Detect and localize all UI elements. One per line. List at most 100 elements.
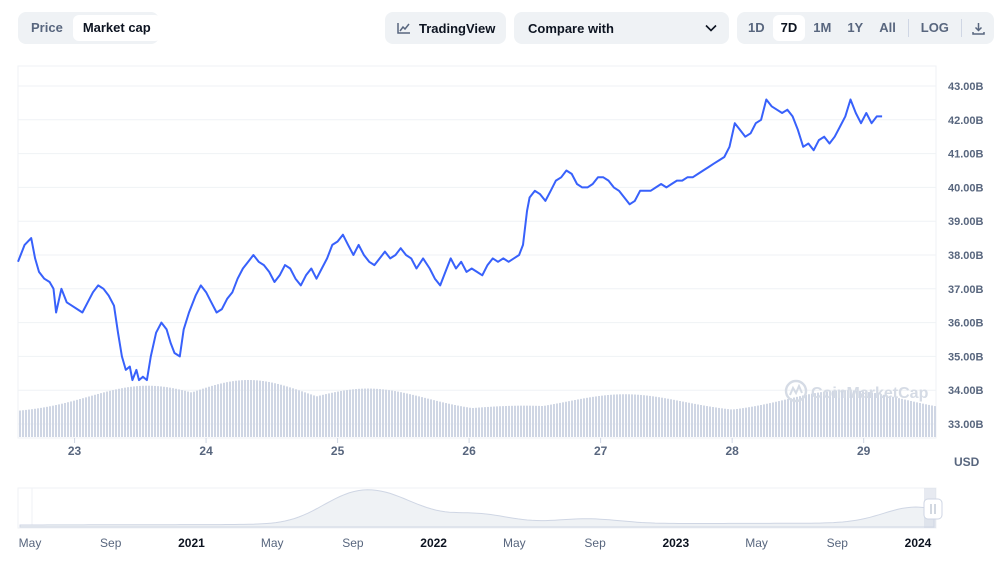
volume-bar [256,380,258,437]
range-1m[interactable]: 1M [813,20,832,35]
volume-bar [784,399,786,437]
volume-bar [904,399,906,437]
volume-bar [457,405,459,437]
volume-bar [361,388,363,437]
volume-bar [367,388,369,437]
volume-bar [706,406,708,437]
volume-bar [529,405,531,437]
volume-bar [274,383,276,437]
range-7d[interactable]: 7D [772,15,806,41]
volume-bar [598,396,600,437]
volume-bar [661,397,663,437]
volume-bar [97,393,99,437]
range-1y[interactable]: 1Y [847,20,864,35]
volume-bar [193,391,195,437]
volume-bar [592,396,594,437]
range-1d[interactable]: 1D [748,20,765,35]
volume-bar [352,389,354,437]
volume-bar [508,405,510,437]
volume-bar [79,399,81,437]
volume-bar [844,390,846,437]
volume-bar [652,396,654,437]
volume-bar [694,403,696,437]
x-tick-label: 29 [857,444,871,458]
volume-bar [736,408,738,437]
volume-bar [163,386,165,437]
navigator-label: 2021 [178,536,205,550]
volume-bar [178,389,180,437]
volume-bar [199,389,201,437]
volume-bar [34,408,36,437]
volume-bar [67,402,69,437]
volume-bar [52,405,54,437]
watermark: CoinMarketCap [784,379,929,403]
volume-bar [886,395,888,437]
volume-bar [607,395,609,437]
volume-bar [286,386,288,437]
watermark-text: CoinMarketCap [811,385,929,402]
volume-bar [742,408,744,437]
volume-bar [133,386,135,437]
range-navigator[interactable] [17,487,943,529]
volume-bar [841,390,843,437]
chart-type-toggle: Price Market cap [18,12,161,44]
volume-bar [244,380,246,437]
plot-border [17,65,937,439]
volume-bar [502,406,504,437]
volume-bar [289,387,291,437]
volume-bar [790,398,792,437]
volume-bar [595,396,597,437]
coinmarketcap-logo-icon [784,379,808,403]
volume-bar [847,390,849,437]
volume-bar [106,391,108,437]
grid-lines [17,65,937,439]
volume-bar [109,390,111,437]
volume-bar [394,391,396,437]
volume-bar [760,404,762,437]
y-tick-label: 34.00B [948,385,984,397]
price-tab[interactable]: Price [31,20,63,35]
volume-bar [397,391,399,437]
log-scale-button[interactable]: LOG [920,20,949,35]
volume-bar [298,390,300,437]
volume-bar [919,403,921,437]
volume-bar [820,392,822,437]
volume-bar [226,382,228,437]
volume-bar [142,385,144,437]
volume-bar [778,401,780,437]
range-all[interactable]: All [879,20,896,35]
volume-bar [214,385,216,437]
compare-with-dropdown[interactable]: Compare with [514,12,729,44]
volume-bar [922,403,924,437]
tradingview-button[interactable]: TradingView [385,12,506,44]
volume-bar [643,395,645,437]
volume-bar [64,402,66,437]
volume-bar [859,390,861,437]
volume-bar [259,380,261,437]
volume-bar [850,390,852,437]
volume-bar [883,394,885,437]
market-cap-tab[interactable]: Market cap [72,15,161,41]
volume-bar [685,402,687,437]
volume-bar [208,386,210,437]
volume-bar [931,405,933,437]
volume-bar [370,388,372,437]
volume-bar [490,406,492,437]
x-tick-label: 26 [462,444,476,458]
navigator-handle[interactable] [923,498,943,520]
volume-bar [310,394,312,437]
volume-bar [241,380,243,437]
volume-bar [745,407,747,437]
navigator-label: Sep [827,536,849,550]
volume-bar [406,393,408,437]
volume-bar [94,394,96,437]
separator [907,19,909,37]
volume-bar [190,392,192,437]
download-button[interactable] [966,15,991,41]
volume-bar [748,407,750,437]
volume-bar [472,407,474,437]
volume-bar [403,392,405,437]
volume-bar [769,403,771,437]
volume-bar [475,407,477,437]
